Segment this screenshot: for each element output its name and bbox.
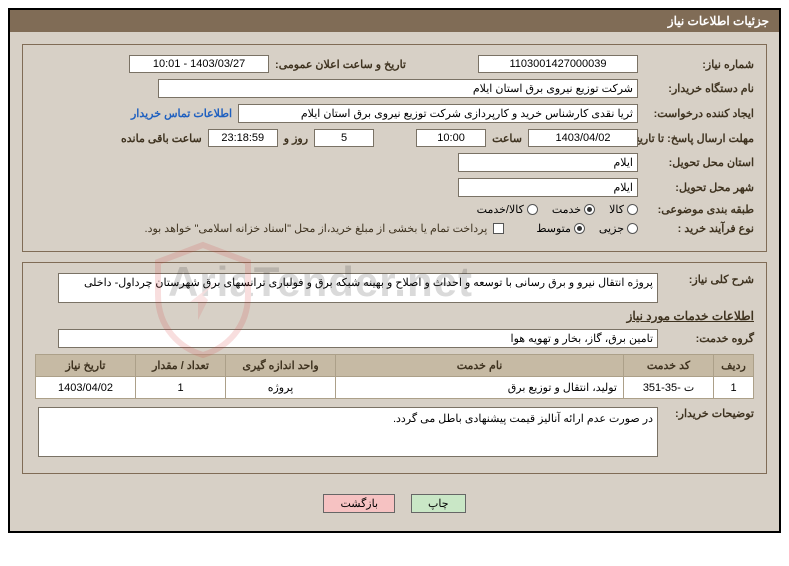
purchase-type-group: جزیی متوسط: [536, 222, 638, 235]
radio-medium[interactable]: متوسط: [536, 222, 585, 235]
radio-kala-khedmat[interactable]: کالا/خدمت: [477, 203, 538, 216]
remain-label: ساعت باقی مانده: [121, 132, 202, 145]
th-code: کد خدمت: [624, 355, 714, 377]
days-label: روز و: [284, 132, 308, 145]
buyer-org-value: شرکت توزیع نیروی برق استان ایلام: [158, 79, 638, 98]
button-row: چاپ بازگشت: [22, 484, 767, 519]
deadline-date: 1403/04/02: [528, 129, 638, 147]
th-date: تاریخ نیاز: [36, 355, 136, 377]
buyer-contact-link[interactable]: اطلاعات تماس خریدار: [131, 107, 232, 120]
countdown: 23:18:59: [208, 129, 278, 147]
th-name: نام خدمت: [336, 355, 624, 377]
deadline-label: مهلت ارسال پاسخ: تا تاریخ:: [644, 132, 754, 145]
table-row: 1 ت -35-351 تولید، انتقال و توزیع برق پر…: [36, 377, 754, 399]
th-row: ردیف: [714, 355, 754, 377]
services-table: ردیف کد خدمت نام خدمت واحد اندازه گیری ت…: [35, 354, 754, 399]
panel-title: جزئیات اطلاعات نیاز: [10, 10, 779, 32]
treasury-note: پرداخت تمام یا بخشی از مبلغ خرید،از محل …: [145, 222, 488, 235]
deadline-days: 5: [314, 129, 374, 147]
treasury-checkbox[interactable]: [493, 223, 504, 234]
general-desc-label: شرح کلی نیاز:: [664, 273, 754, 286]
city-label: شهر محل تحویل:: [644, 181, 754, 194]
need-number-label: شماره نیاز:: [644, 58, 754, 71]
service-info-heading: اطلاعات خدمات مورد نیاز: [35, 309, 754, 323]
subject-class-label: طبقه بندی موضوعی:: [644, 203, 754, 216]
deadline-time: 10:00: [416, 129, 486, 147]
service-group-label: گروه خدمت:: [664, 332, 754, 345]
city-value: ایلام: [458, 178, 638, 197]
buyer-org-label: نام دستگاه خریدار:: [644, 82, 754, 95]
need-number-value: 1103001427000039: [478, 55, 638, 73]
announce-label: تاریخ و ساعت اعلان عمومی:: [275, 58, 406, 71]
radio-kala[interactable]: کالا: [609, 203, 638, 216]
requester-value: ثریا نقدی کارشناس خرید و کارپردازی شرکت …: [238, 104, 638, 123]
services-box: شرح کلی نیاز: پروژه انتقال نیرو و برق رس…: [22, 262, 767, 474]
service-group-value: تامین برق، گاز، بخار و تهویه هوا: [58, 329, 658, 348]
buyer-notes-label: توضیحات خریدار:: [664, 407, 754, 420]
requester-label: ایجاد کننده درخواست:: [644, 107, 754, 120]
print-button[interactable]: چاپ: [411, 494, 466, 513]
back-button[interactable]: بازگشت: [323, 494, 395, 513]
info-box: شماره نیاز: 1103001427000039 تاریخ و ساع…: [22, 44, 767, 252]
province-label: استان محل تحویل:: [644, 156, 754, 169]
th-qty: تعداد / مقدار: [136, 355, 226, 377]
purchase-type-label: نوع فرآیند خرید :: [644, 222, 754, 235]
radio-small[interactable]: جزیی: [599, 222, 638, 235]
general-desc-value: پروژه انتقال نیرو و برق رسانی با توسعه و…: [58, 273, 658, 303]
buyer-notes-value: در صورت عدم ارائه آنالیز قیمت پیشنهادی ب…: [38, 407, 658, 457]
subject-class-group: کالا خدمت کالا/خدمت: [477, 203, 638, 216]
main-panel: جزئیات اطلاعات نیاز شماره نیاز: 11030014…: [8, 8, 781, 533]
th-unit: واحد اندازه گیری: [226, 355, 336, 377]
announce-value: 1403/03/27 - 10:01: [129, 55, 269, 73]
time-label: ساعت: [492, 132, 522, 145]
province-value: ایلام: [458, 153, 638, 172]
radio-khedmat[interactable]: خدمت: [552, 203, 595, 216]
